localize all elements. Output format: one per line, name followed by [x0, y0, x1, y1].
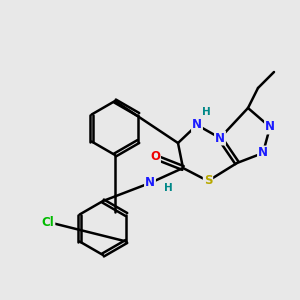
- Text: Cl: Cl: [42, 215, 54, 229]
- Text: O: O: [150, 151, 160, 164]
- Text: N: N: [258, 146, 268, 160]
- Text: S: S: [204, 175, 212, 188]
- Text: N: N: [215, 131, 225, 145]
- Text: N: N: [192, 118, 202, 131]
- Text: H: H: [164, 183, 172, 193]
- Text: N: N: [145, 176, 155, 190]
- Text: N: N: [265, 121, 275, 134]
- Text: H: H: [202, 107, 210, 117]
